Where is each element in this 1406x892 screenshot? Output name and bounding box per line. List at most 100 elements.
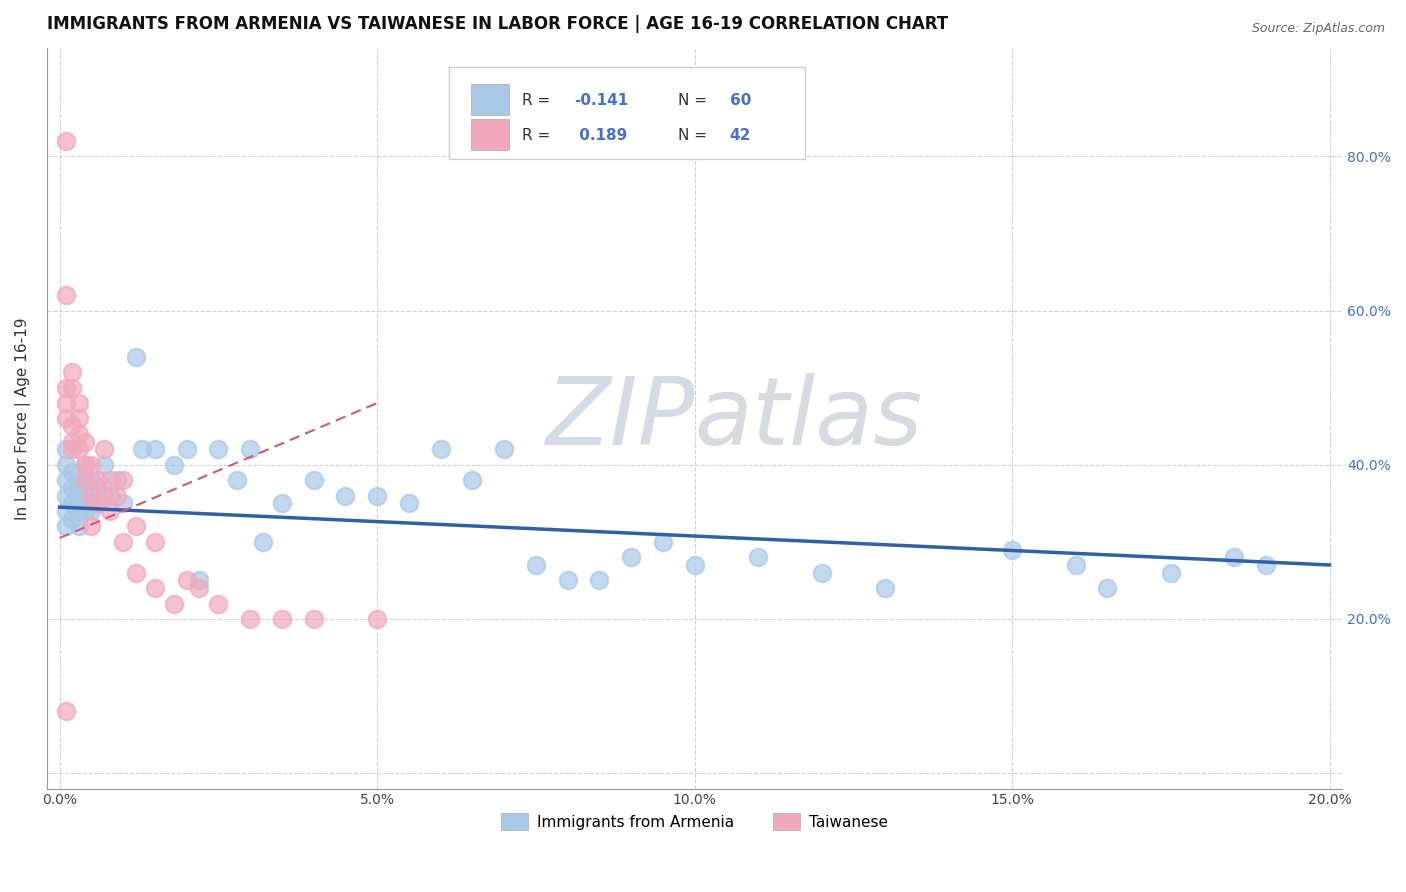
Point <box>60 381 83 395</box>
Point <box>55 134 77 148</box>
Point <box>163 458 186 472</box>
Text: Source: ZipAtlas.com: Source: ZipAtlas.com <box>1251 22 1385 36</box>
Point <box>163 597 186 611</box>
Point <box>270 612 292 626</box>
Point <box>588 574 610 588</box>
Point <box>461 473 484 487</box>
Text: R =: R = <box>523 93 555 108</box>
Text: -0.141: -0.141 <box>574 93 628 108</box>
Point <box>55 381 77 395</box>
Point <box>75 473 97 487</box>
Point <box>494 442 516 457</box>
Text: N =: N = <box>678 93 711 108</box>
Point <box>302 612 325 626</box>
Point <box>557 574 579 588</box>
Point <box>75 458 97 472</box>
Point <box>60 496 83 510</box>
Point <box>207 597 229 611</box>
Text: R =: R = <box>523 128 555 143</box>
Point <box>100 489 122 503</box>
Point <box>93 458 115 472</box>
Text: N =: N = <box>678 128 711 143</box>
Point <box>1097 581 1119 595</box>
Point <box>80 504 103 518</box>
Point <box>75 434 97 449</box>
Point <box>1001 542 1024 557</box>
Point <box>651 534 673 549</box>
Point <box>125 566 148 580</box>
Point <box>93 489 115 503</box>
Point <box>226 473 249 487</box>
Y-axis label: In Labor Force | Age 16-19: In Labor Force | Age 16-19 <box>15 318 31 520</box>
Point <box>67 426 90 441</box>
Point <box>1064 558 1087 572</box>
Point <box>75 504 97 518</box>
Point <box>105 489 128 503</box>
FancyBboxPatch shape <box>471 119 509 150</box>
Point <box>67 489 90 503</box>
Point <box>60 466 83 480</box>
Point <box>1254 558 1277 572</box>
Text: 42: 42 <box>730 128 751 143</box>
Point <box>112 496 135 510</box>
Point <box>80 458 103 472</box>
Point <box>100 473 122 487</box>
Point <box>87 496 110 510</box>
Text: 0.189: 0.189 <box>574 128 627 143</box>
Point <box>75 458 97 472</box>
Point <box>366 612 388 626</box>
FancyBboxPatch shape <box>449 67 804 160</box>
Point <box>810 566 832 580</box>
Point <box>60 434 83 449</box>
Point <box>55 396 77 410</box>
Text: ZIP: ZIP <box>546 373 695 464</box>
Point <box>67 442 90 457</box>
Point <box>80 489 103 503</box>
Point <box>188 574 211 588</box>
Text: 60: 60 <box>730 93 751 108</box>
Point <box>335 489 357 503</box>
Point <box>398 496 420 510</box>
Point <box>55 442 77 457</box>
Point <box>60 442 83 457</box>
Point <box>1223 550 1246 565</box>
Point <box>55 288 77 302</box>
Point <box>55 504 77 518</box>
Point <box>60 419 83 434</box>
Point <box>125 519 148 533</box>
Point <box>176 574 198 588</box>
Point <box>80 519 103 533</box>
Point <box>55 519 77 533</box>
Point <box>100 504 122 518</box>
Point <box>67 519 90 533</box>
Point <box>131 442 153 457</box>
Point <box>67 411 90 425</box>
Point <box>366 489 388 503</box>
Point <box>143 442 166 457</box>
Point <box>176 442 198 457</box>
Point <box>620 550 643 565</box>
Point <box>67 396 90 410</box>
Point <box>87 481 110 495</box>
Point <box>67 473 90 487</box>
Point <box>683 558 706 572</box>
Point <box>524 558 547 572</box>
Point <box>429 442 451 457</box>
Point <box>55 705 77 719</box>
Point <box>55 458 77 472</box>
Point <box>239 612 262 626</box>
Point <box>112 534 135 549</box>
Point <box>143 581 166 595</box>
Point <box>875 581 897 595</box>
Point <box>302 473 325 487</box>
Text: atlas: atlas <box>695 373 922 464</box>
Legend: Immigrants from Armenia, Taiwanese: Immigrants from Armenia, Taiwanese <box>495 806 894 837</box>
Point <box>80 496 103 510</box>
Point <box>1160 566 1182 580</box>
FancyBboxPatch shape <box>471 84 509 115</box>
Point <box>55 411 77 425</box>
Point <box>112 473 135 487</box>
Point <box>60 512 83 526</box>
Point <box>239 442 262 457</box>
Point <box>105 473 128 487</box>
